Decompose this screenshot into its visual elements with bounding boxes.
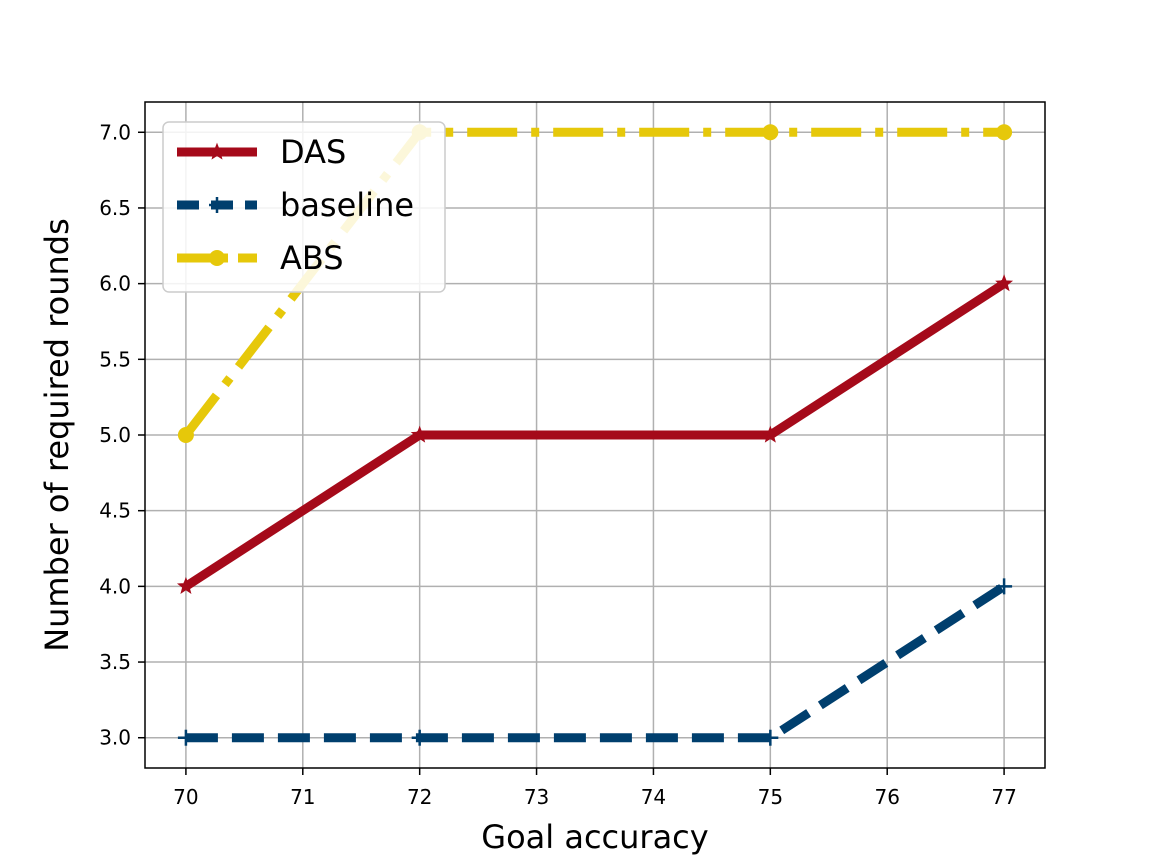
plot-frame (144, 101, 1046, 769)
abs-point (762, 124, 779, 141)
x-tick-label: 70 (173, 785, 198, 809)
y-tick-label: 4.5 (99, 499, 131, 523)
abs-point (996, 124, 1013, 141)
series-baseline (177, 578, 1013, 746)
legend-box (162, 121, 446, 293)
baseline-line (185, 582, 1007, 743)
legend-label-baseline: baseline (280, 186, 414, 224)
x-tick-label: 72 (407, 785, 432, 809)
x-tick-label: 71 (290, 785, 315, 809)
abs-point (177, 427, 194, 443)
legend-item-abs: ABS (177, 239, 344, 277)
das-point (410, 425, 429, 443)
x-axis-title: Goal accuracy (481, 818, 708, 856)
series-das (176, 274, 1014, 594)
x-tick-label: 77 (991, 785, 1016, 809)
x-tick-label: 73 (524, 785, 549, 809)
das-point (995, 274, 1014, 292)
x-tick-label: 74 (641, 785, 666, 809)
baseline-point (996, 578, 1013, 595)
baseline-point (177, 729, 194, 746)
x-tick-label: 75 (758, 785, 783, 809)
y-tick-label: 6.0 (99, 272, 131, 296)
y-tick-label: 4.0 (99, 574, 131, 598)
legend-marker-abs (209, 250, 225, 266)
y-tick-label: 7.0 (99, 120, 131, 144)
x-axis-ticks: 70 71 72 73 74 75 76 77 (173, 768, 1017, 809)
y-tick-label: 5.0 (99, 423, 131, 447)
legend-item-baseline: baseline (177, 186, 414, 224)
legend-marker-das (208, 142, 226, 160)
y-tick-label: 3.5 (99, 650, 131, 674)
das-point (176, 576, 195, 594)
x-tick-label: 76 (874, 785, 899, 809)
y-axis-ticks: 3.0 3.5 4.0 4.5 5.0 5.5 6.0 6.5 7.0 (99, 120, 145, 750)
baseline-point (411, 729, 428, 746)
y-tick-label: 5.5 (99, 347, 131, 371)
legend: DAS baseline ABS (162, 121, 446, 293)
y-axis-title: Number of required rounds (38, 218, 76, 652)
legend-marker-baseline (209, 197, 225, 213)
legend-item-das: DAS (177, 133, 346, 171)
das-line (183, 279, 1007, 591)
baseline-point (762, 729, 779, 746)
y-tick-label: 3.0 (99, 726, 131, 750)
legend-label-abs: ABS (280, 239, 344, 277)
das-point (761, 425, 780, 443)
y-tick-label: 6.5 (99, 196, 131, 220)
legend-label-das: DAS (280, 133, 346, 171)
